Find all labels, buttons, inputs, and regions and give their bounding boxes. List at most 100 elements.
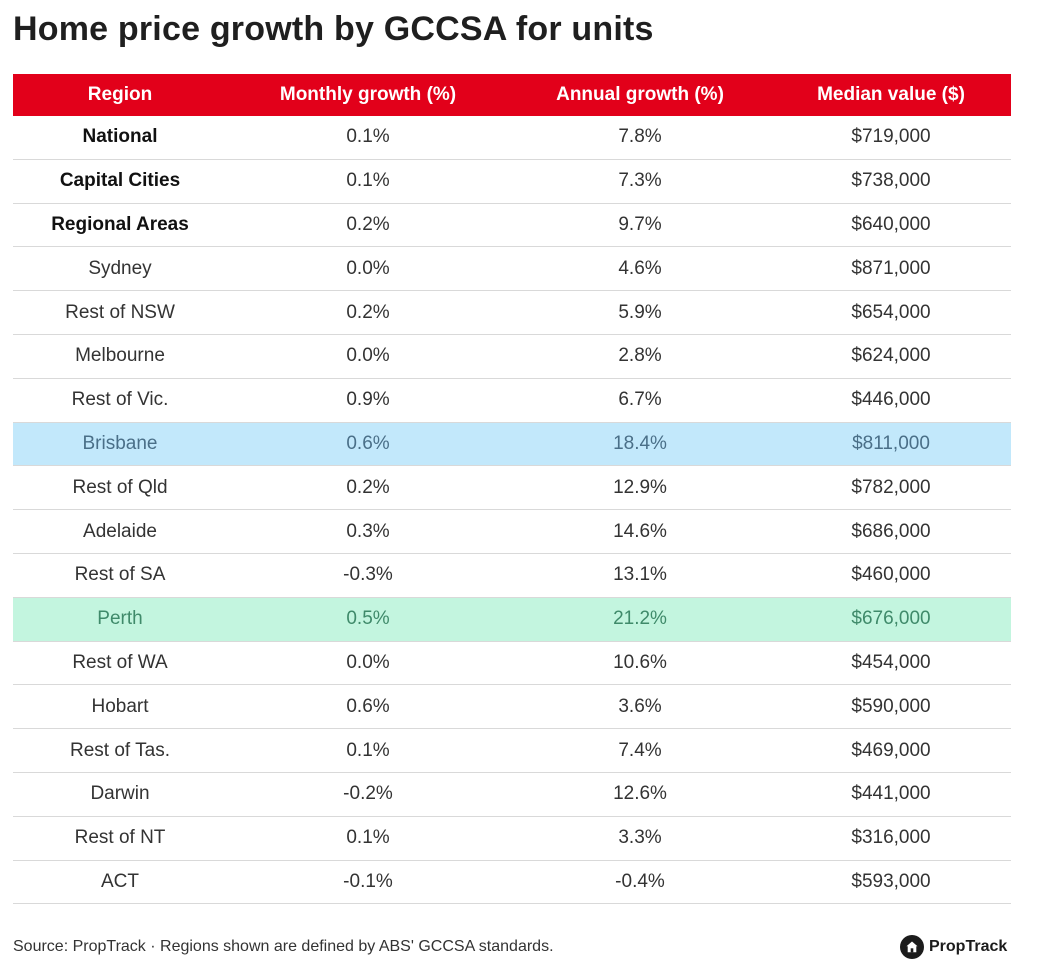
table-row: Melbourne 0.0% 2.8% $624,000 [13, 335, 1011, 379]
annual-growth-cell: -0.4% [615, 870, 665, 892]
monthly-growth-cell: 0.5% [346, 608, 390, 630]
table-row: Brisbane 0.6% 18.4% $811,000 [13, 422, 1011, 467]
table-row: Adelaide 0.3% 14.6% $686,000 [13, 510, 1011, 554]
column-header-annual-growth: Annual growth (%) [556, 84, 724, 105]
median-value-cell: $469,000 [851, 739, 931, 761]
brand-name: PropTrack [929, 938, 1008, 955]
annual-growth-cell: 13.1% [613, 564, 667, 586]
region-cell: Adelaide [83, 520, 157, 542]
table-row: Rest of Qld 0.2% 12.9% $782,000 [13, 466, 1011, 511]
median-value-cell: $782,000 [851, 476, 931, 498]
column-header-median-value: Median value ($) [817, 84, 965, 105]
region-cell: Rest of NSW [65, 301, 175, 323]
annual-growth-cell: 2.8% [618, 345, 662, 367]
table-row: Rest of NT 0.1% 3.3% $316,000 [13, 817, 1011, 861]
monthly-growth-cell: 0.1% [346, 170, 390, 192]
region-cell: Melbourne [75, 345, 165, 367]
region-cell: Darwin [90, 783, 150, 805]
median-value-cell: $460,000 [851, 564, 931, 586]
source-note: Source: PropTrack · Regions shown are de… [13, 938, 554, 955]
table-row: Rest of Tas. 0.1% 7.4% $469,000 [13, 729, 1011, 773]
annual-growth-cell: 7.4% [618, 739, 662, 761]
region-cell: Rest of WA [72, 651, 168, 673]
median-value-cell: $676,000 [851, 608, 931, 630]
median-value-cell: $811,000 [852, 432, 930, 454]
table-row: Rest of NSW 0.2% 5.9% $654,000 [13, 291, 1011, 335]
median-value-cell: $719,000 [851, 126, 931, 148]
annual-growth-cell: 6.7% [618, 389, 662, 411]
monthly-growth-cell: -0.1% [343, 870, 393, 892]
table-row: Capital Cities 0.1% 7.3% $738,000 [13, 160, 1011, 204]
table-row: Rest of WA 0.0% 10.6% $454,000 [13, 642, 1011, 686]
annual-growth-cell: 12.6% [613, 783, 667, 805]
annual-growth-cell: 7.8% [618, 126, 662, 148]
table-row: Rest of SA -0.3% 13.1% $460,000 [13, 554, 1011, 598]
annual-growth-cell: 21.2% [613, 608, 667, 630]
monthly-growth-cell: 0.6% [346, 695, 390, 717]
monthly-growth-cell: 0.2% [346, 213, 390, 235]
median-value-cell: $654,000 [851, 301, 931, 323]
region-cell: Sydney [88, 257, 152, 279]
table-row: Regional Areas 0.2% 9.7% $640,000 [13, 204, 1011, 248]
monthly-growth-cell: 0.3% [346, 520, 390, 542]
annual-growth-cell: 4.6% [618, 257, 662, 279]
region-cell: Perth [97, 608, 143, 630]
region-cell: Regional Areas [51, 213, 189, 235]
chart-title: Home price growth by GCCSA for units [13, 10, 654, 48]
median-value-cell: $590,000 [851, 695, 931, 717]
monthly-growth-cell: -0.2% [343, 783, 393, 805]
region-cell: Rest of Tas. [70, 739, 170, 761]
median-value-cell: $454,000 [851, 651, 931, 673]
table-row: Darwin -0.2% 12.6% $441,000 [13, 773, 1011, 817]
table-body: National 0.1% 7.8% $719,000 Capital Cities 0.… [13, 116, 1011, 905]
median-value-cell: $446,000 [851, 389, 931, 411]
region-cell: Rest of SA [74, 564, 166, 586]
median-value-cell: $441,000 [851, 783, 931, 805]
monthly-growth-cell: 0.9% [346, 389, 390, 411]
annual-growth-cell: 3.6% [618, 695, 662, 717]
table-row: Rest of Vic. 0.9% 6.7% $446,000 [13, 379, 1011, 423]
median-value-cell: $593,000 [851, 870, 931, 892]
monthly-growth-cell: 0.2% [346, 476, 390, 498]
region-cell: Hobart [91, 695, 149, 717]
annual-growth-cell: 3.3% [618, 827, 662, 849]
annual-growth-cell: 7.3% [618, 170, 662, 192]
monthly-growth-cell: 0.1% [346, 827, 390, 849]
region-cell: National [82, 126, 158, 148]
region-cell: Brisbane [82, 432, 158, 454]
table-row: ACT -0.1% -0.4% $593,000 [13, 861, 1011, 905]
column-header-region: Region [87, 84, 153, 105]
monthly-growth-cell: 0.6% [346, 432, 390, 454]
house-icon [900, 935, 924, 959]
annual-growth-cell: 12.9% [613, 476, 667, 498]
monthly-growth-cell: 0.0% [346, 257, 390, 279]
column-header-monthly-growth: Monthly growth (%) [279, 84, 457, 105]
median-value-cell: $738,000 [851, 170, 931, 192]
monthly-growth-cell: -0.3% [343, 564, 393, 586]
median-value-cell: $624,000 [851, 345, 931, 367]
region-cell: Rest of NT [74, 827, 166, 849]
monthly-growth-cell: 0.1% [346, 739, 390, 761]
region-cell: Rest of Qld [72, 476, 168, 498]
median-value-cell: $686,000 [851, 520, 931, 542]
monthly-growth-cell: 0.1% [346, 126, 390, 148]
annual-growth-cell: 9.7% [618, 213, 662, 235]
annual-growth-cell: 18.4% [613, 432, 667, 454]
table-row: Hobart 0.6% 3.6% $590,000 [13, 685, 1011, 730]
monthly-growth-cell: 0.2% [346, 301, 390, 323]
table-header-row: Region Monthly growth (%) Annual growth … [13, 74, 1011, 116]
monthly-growth-cell: 0.0% [346, 651, 390, 673]
monthly-growth-cell: 0.0% [346, 345, 390, 367]
region-cell: Capital Cities [59, 170, 181, 192]
region-cell: Rest of Vic. [71, 389, 169, 411]
annual-growth-cell: 5.9% [618, 301, 662, 323]
median-value-cell: $316,000 [851, 827, 931, 849]
annual-growth-cell: 14.6% [613, 520, 667, 542]
region-cell: ACT [101, 870, 139, 892]
annual-growth-cell: 10.6% [613, 651, 667, 673]
median-value-cell: $640,000 [851, 213, 931, 235]
growth-table: Region Monthly growth (%) Annual growth … [13, 74, 1011, 905]
table-row: National 0.1% 7.8% $719,000 [13, 116, 1011, 160]
median-value-cell: $871,000 [851, 257, 931, 279]
table-row: Perth 0.5% 21.2% $676,000 [13, 597, 1011, 642]
